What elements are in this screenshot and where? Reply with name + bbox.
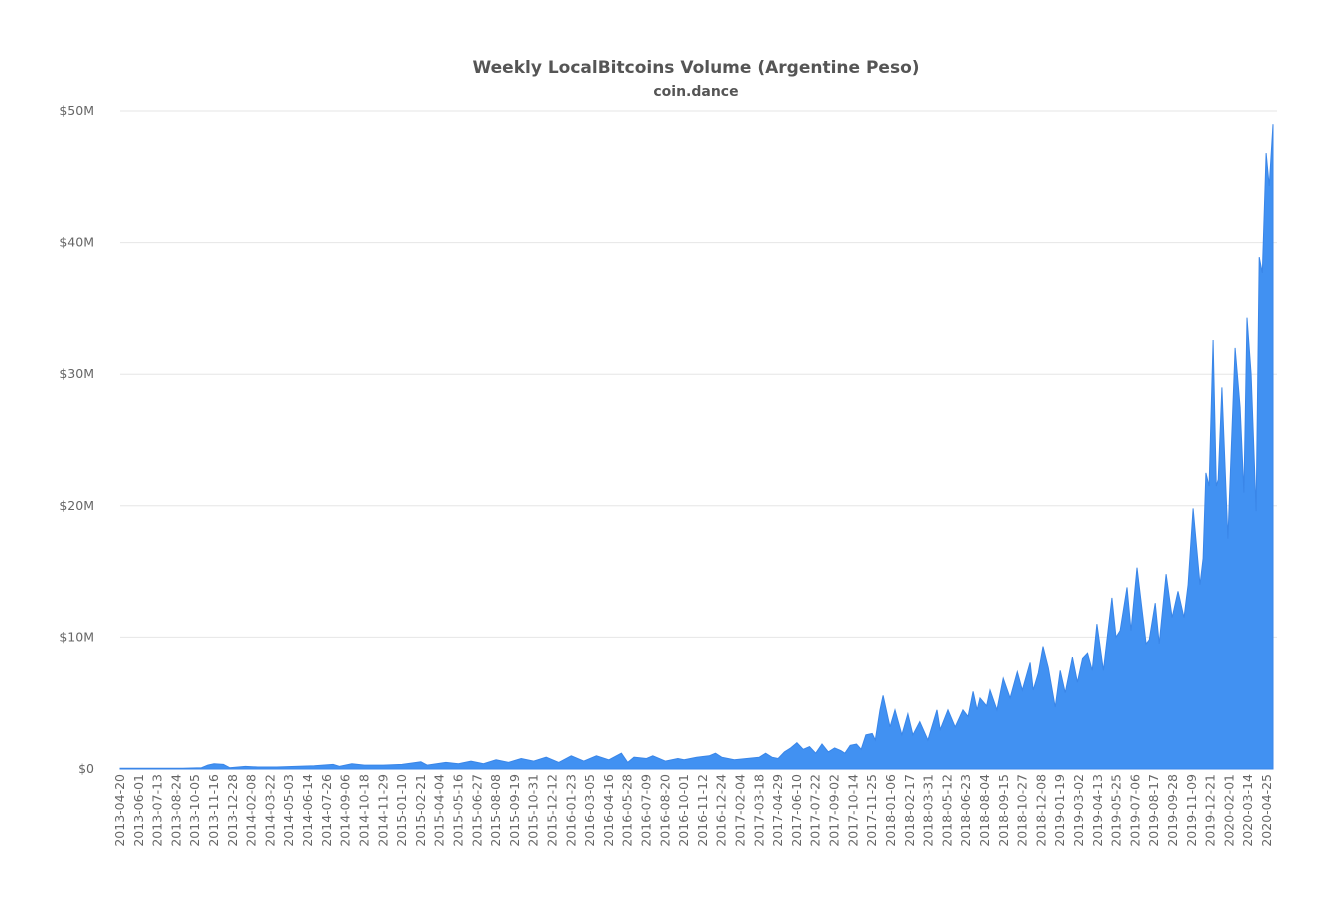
x-tick-label: 2013-08-24: [168, 774, 183, 847]
x-tick-label: 2014-06-14: [300, 774, 315, 847]
x-tick-label: 2015-01-10: [394, 774, 409, 847]
x-tick-label: 2017-06-10: [789, 774, 804, 847]
x-tick-label: 2018-05-12: [939, 774, 954, 847]
y-tick-label: $50M: [59, 103, 94, 118]
volume-area-series: [119, 124, 1274, 770]
x-tick-label: 2015-10-31: [526, 774, 541, 847]
x-tick-label: 2016-10-01: [676, 774, 691, 847]
x-tick-label: 2016-12-24: [714, 774, 729, 847]
x-tick-label: 2018-01-06: [883, 774, 898, 847]
x-tick-label: 2020-03-14: [1240, 774, 1255, 847]
x-tick-label: 2019-05-25: [1109, 774, 1124, 847]
x-tick-label: 2013-07-13: [150, 774, 165, 847]
x-tick-label: 2015-02-21: [413, 774, 428, 847]
x-tick-label: 2016-03-05: [582, 774, 597, 847]
x-tick-label: 2018-10-27: [1015, 774, 1030, 847]
x-tick-label: 2018-12-08: [1033, 774, 1048, 847]
x-tick-label: 2017-03-18: [751, 774, 766, 847]
x-tick-label: 2014-09-06: [338, 774, 353, 847]
x-tick-label: 2014-11-29: [375, 774, 390, 847]
x-tick-label: 2018-02-17: [902, 774, 917, 847]
x-tick-label: 2018-09-15: [996, 774, 1011, 847]
x-tick-label: 2015-06-27: [469, 774, 484, 847]
x-tick-label: 2017-02-04: [733, 774, 748, 847]
x-tick-label: 2018-06-23: [958, 774, 973, 847]
x-tick-label: 2020-04-25: [1259, 774, 1274, 847]
x-tick-label: 2015-08-08: [488, 774, 503, 847]
y-axis: $0 $10M $20M $30M $40M $50M: [59, 103, 94, 776]
x-tick-label: 2016-04-16: [601, 774, 616, 847]
x-tick-label: 2019-11-09: [1184, 774, 1199, 847]
x-tick-label: 2017-10-14: [845, 774, 860, 847]
x-tick-label: 2013-10-05: [187, 774, 202, 847]
x-tick-label: 2014-05-03: [281, 774, 296, 847]
x-tick-label: 2018-03-31: [921, 774, 936, 847]
x-tick-label: 2016-05-28: [620, 774, 635, 847]
y-tick-label: $40M: [59, 235, 94, 250]
x-tick-label: 2019-07-06: [1127, 774, 1142, 847]
x-tick-label: 2017-09-02: [827, 774, 842, 847]
y-tick-label: $10M: [59, 629, 94, 644]
chart-title: Weekly LocalBitcoins Volume (Argentine P…: [472, 58, 919, 78]
x-tick-label: 2013-06-01: [131, 774, 146, 847]
x-tick-label: 2013-12-28: [225, 774, 240, 847]
chart-subtitle: coin.dance: [653, 84, 738, 100]
x-tick-label: 2017-07-22: [808, 774, 823, 847]
gridlines: [120, 110, 1277, 638]
x-tick-label: 2017-11-25: [864, 774, 879, 847]
x-tick-label: 2015-05-16: [450, 774, 465, 847]
x-tick-label: 2016-07-09: [639, 774, 654, 847]
x-tick-label: 2019-03-02: [1071, 774, 1086, 847]
x-tick-label: 2018-08-04: [977, 774, 992, 847]
y-tick-label: $20M: [59, 498, 94, 513]
x-tick-label: 2019-12-21: [1203, 774, 1218, 847]
x-tick-label: 2020-02-01: [1221, 774, 1236, 847]
x-tick-label: 2014-02-08: [244, 774, 259, 847]
x-axis: 2013-04-20 2013-06-01 2013-07-13 2013-08-24…: [112, 774, 1274, 847]
x-tick-label: 2014-03-22: [262, 774, 277, 847]
x-tick-label: 2019-09-28: [1165, 774, 1180, 847]
x-tick-label: 2013-11-16: [206, 774, 221, 847]
x-tick-label: 2019-08-17: [1146, 774, 1161, 847]
x-tick-label: 2016-11-12: [695, 774, 710, 847]
x-tick-label: 2014-10-18: [356, 774, 371, 847]
x-tick-label: 2015-09-19: [507, 774, 522, 847]
x-tick-label: 2017-04-29: [770, 774, 785, 847]
plot-area: [119, 124, 1274, 770]
y-tick-label: $0: [78, 761, 94, 776]
x-tick-label: 2016-01-23: [563, 774, 578, 847]
x-tick-label: 2019-01-19: [1052, 774, 1067, 847]
x-tick-label: 2014-07-26: [319, 774, 334, 847]
x-tick-label: 2016-08-20: [657, 774, 672, 847]
x-tick-label: 2019-04-13: [1090, 774, 1105, 847]
y-tick-label: $30M: [59, 366, 94, 381]
x-tick-label: 2015-12-12: [544, 774, 559, 847]
x-tick-label: 2015-04-04: [432, 774, 447, 847]
x-tick-label: 2013-04-20: [112, 774, 127, 847]
